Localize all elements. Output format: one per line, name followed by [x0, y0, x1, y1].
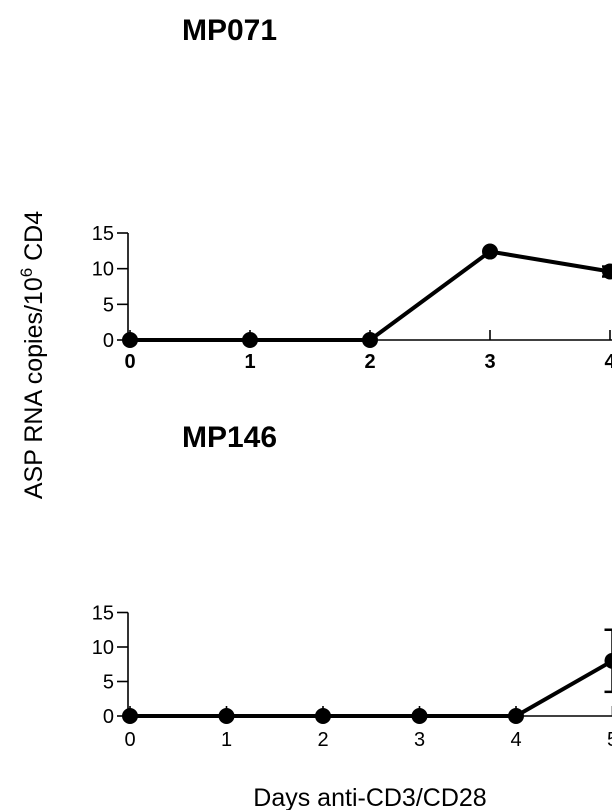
- series-line: [130, 249, 611, 342]
- y-tick-label: 0: [103, 330, 114, 352]
- data-point: [604, 652, 612, 669]
- x-tick-label: 0: [124, 351, 135, 373]
- data-point: [508, 708, 524, 724]
- y-tick-label: 5: [103, 672, 114, 694]
- panel-2: 0 5 10 15 0 1 2 3 4 5 MP146: [92, 421, 612, 751]
- x-tick-label: 1: [221, 729, 232, 751]
- data-point: [315, 708, 331, 724]
- data-point: [362, 332, 378, 348]
- series-line: [130, 659, 612, 718]
- x-tick-label: 4: [510, 729, 521, 751]
- y-tick-label: 15: [92, 603, 114, 625]
- panel-1: 0 5 10 15 0 1 2 3 4 MP071: [92, 14, 612, 373]
- x-tick-label: 3: [414, 729, 425, 751]
- x-tick-label: 5: [607, 729, 612, 751]
- y-tick-label: 10: [92, 637, 114, 659]
- data-point: [482, 243, 498, 260]
- x-tick-label: 4: [604, 351, 612, 373]
- y-axis-title-tail: CD4: [20, 211, 48, 268]
- data-point: [602, 263, 612, 280]
- x-axis-title: Days anti-CD3/CD28: [253, 784, 486, 810]
- data-point: [122, 332, 138, 348]
- panel-1-title: MP071: [182, 14, 277, 47]
- y-axis-title: ASP RNA copies/106 CD4: [17, 211, 48, 499]
- y-tick-label: 15: [92, 223, 114, 245]
- chart-panels: 0 5 10 15 0 1 2 3 4 MP071 0 5 10 15 0 1 2 3 4 5 MP146: [92, 14, 612, 751]
- x-tick-label: 1: [244, 351, 255, 373]
- x-tick-label: 0: [124, 729, 135, 751]
- x-tick-label: 2: [317, 729, 328, 751]
- panel-2-title: MP146: [182, 421, 277, 454]
- data-point: [218, 708, 235, 724]
- data-point: [242, 332, 258, 348]
- data-point: [411, 708, 428, 724]
- x-tick-label: 2: [364, 351, 375, 373]
- y-tick-label: 5: [103, 294, 114, 316]
- x-tick-label: 3: [484, 351, 495, 373]
- y-axis-title-main: ASP RNA copies/10: [20, 277, 48, 499]
- y-tick-label: 10: [92, 259, 114, 281]
- data-point: [122, 708, 138, 724]
- y-axis-title-superscript: 6: [17, 268, 36, 277]
- y-tick-label: 0: [103, 706, 114, 728]
